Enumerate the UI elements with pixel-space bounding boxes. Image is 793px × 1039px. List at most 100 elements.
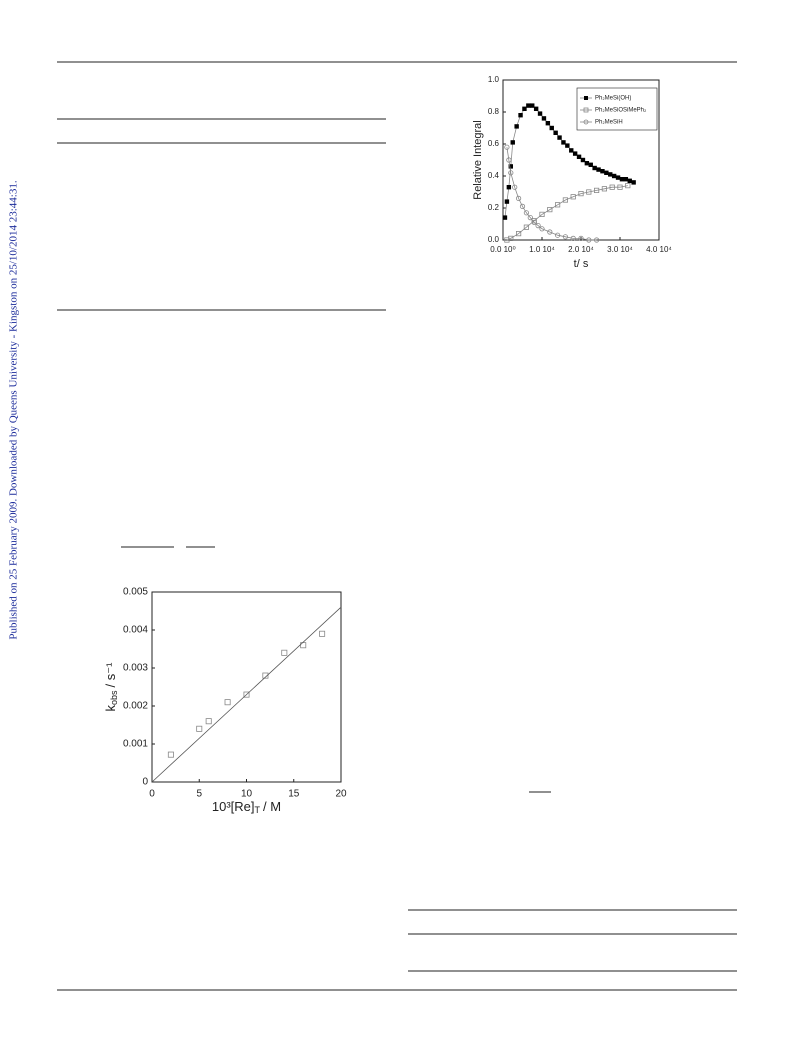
marker [578, 190, 584, 197]
marker [593, 237, 600, 243]
x-tick-label: 5 [196, 789, 202, 800]
x-label-main: 10³[Re] [212, 799, 255, 814]
marker [547, 229, 553, 235]
marker [205, 718, 212, 725]
marker [539, 226, 545, 232]
marker [554, 232, 561, 238]
x-tick-label: 0.0 10⁰ [490, 245, 515, 254]
marker [526, 103, 531, 108]
x-label-main: t/ s [574, 258, 589, 270]
y-label-main: k [103, 704, 118, 711]
x-tick-label: 0 [149, 789, 155, 800]
legend-label: Ph₂MeSi(OH) [595, 96, 631, 102]
marker [508, 235, 514, 241]
y-tick-label: 0.2 [488, 203, 500, 212]
y-tick-label: 0.003 [123, 663, 148, 674]
marker [572, 151, 578, 156]
marker [588, 162, 593, 167]
marker [502, 215, 508, 220]
marker [539, 211, 545, 217]
series-line [506, 185, 628, 241]
y-tick-label: 0.005 [123, 587, 148, 598]
y-label-sub: obs [109, 690, 119, 705]
marker [608, 172, 613, 177]
marker [596, 167, 601, 172]
marker [262, 672, 269, 679]
marker [580, 157, 586, 163]
marker [561, 140, 566, 145]
marker [535, 223, 541, 229]
marker [627, 178, 632, 183]
marker [570, 235, 576, 241]
marker [537, 111, 543, 116]
marker [586, 237, 592, 243]
marker [557, 135, 562, 140]
x-tick-label: 2.0 10⁴ [568, 245, 594, 254]
marker [623, 177, 629, 182]
y-tick-label: 1.0 [488, 75, 500, 84]
marker [586, 189, 592, 195]
marker [504, 199, 510, 204]
series-line [151, 606, 342, 783]
marker [592, 165, 597, 171]
marker [196, 725, 203, 732]
marker [553, 130, 558, 135]
marker [527, 215, 533, 221]
marker [519, 203, 526, 209]
marker [594, 187, 600, 193]
marker [625, 182, 631, 189]
x-tick-label: 20 [335, 789, 347, 800]
marker [547, 206, 553, 213]
x-label-end: / M [263, 799, 281, 814]
marker [609, 184, 615, 190]
marker [533, 106, 539, 111]
y-tick-label: 0.004 [123, 625, 148, 636]
marker [576, 154, 582, 159]
marker [583, 119, 589, 125]
marker [619, 177, 625, 182]
marker [584, 96, 588, 100]
x-tick-label: 3.0 10⁴ [607, 245, 633, 254]
x-axis-label: 10³[Re]T / M [212, 799, 281, 815]
marker [600, 169, 605, 174]
marker [281, 649, 288, 656]
marker [506, 185, 512, 190]
y-tick-label: 0.8 [488, 107, 500, 116]
marker [549, 125, 554, 131]
marker [578, 235, 584, 241]
legend-label: Ph₂MeSiH [595, 120, 623, 126]
marker [515, 195, 522, 201]
y-label-end: / s⁻¹ [103, 662, 118, 688]
marker [510, 140, 515, 145]
marker [631, 180, 636, 185]
marker [584, 161, 590, 166]
marker [522, 106, 527, 111]
marker [516, 230, 522, 237]
x-tick-label: 10 [241, 789, 253, 800]
marker [530, 103, 535, 108]
marker [523, 210, 530, 216]
y-tick-label: 0.001 [123, 739, 148, 750]
y-tick-label: 0.4 [488, 171, 500, 180]
y-tick-label: 0 [142, 777, 148, 788]
y-tick-label: 0.0 [488, 235, 500, 244]
marker [512, 184, 518, 190]
y-label-main: Relative Integral [472, 120, 484, 200]
x-label-sub: T [255, 805, 261, 815]
x-tick-label: 15 [288, 789, 300, 800]
x-tick-label: 4.0 10⁴ [646, 245, 672, 254]
marker [617, 184, 623, 190]
y-axis-label: kobs / s⁻¹ [103, 662, 119, 712]
marker [523, 224, 530, 230]
marker [562, 197, 569, 203]
marker [531, 219, 537, 225]
marker [167, 751, 174, 758]
marker [565, 143, 570, 148]
marker [518, 113, 523, 118]
marker [570, 194, 576, 200]
marker [531, 218, 537, 224]
marker [555, 202, 561, 208]
marker [504, 144, 510, 150]
marker [506, 157, 512, 163]
